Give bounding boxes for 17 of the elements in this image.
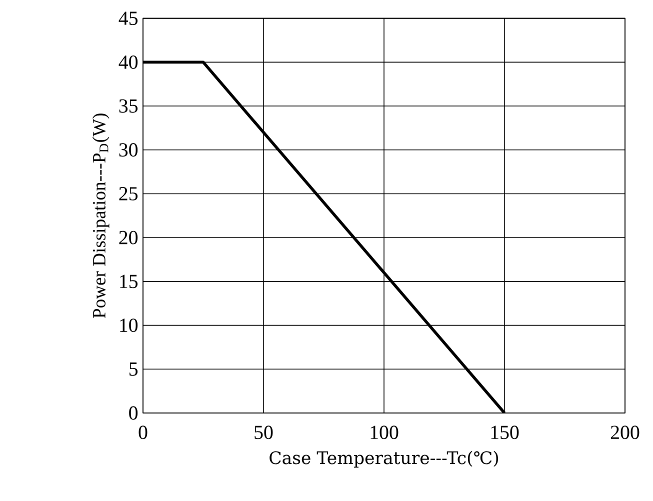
y-tick-label: 25 (119, 187, 138, 200)
x-tick-label: 50 (254, 426, 273, 440)
y-tick-label: 35 (119, 99, 138, 113)
x-tick-label: 150 (491, 426, 519, 440)
y-tick-label: 45 (118, 12, 138, 25)
y-tick-label: 5 (130, 362, 138, 376)
y-tick-label: 30 (119, 143, 138, 157)
y-tick-label: 40 (118, 55, 138, 69)
y-tick-label: 20 (119, 230, 138, 244)
y-tick-label: 0 (129, 406, 138, 420)
y-tick-label: 10 (120, 318, 138, 332)
y-tick-label: 15 (120, 274, 138, 288)
x-tick-label: 100 (370, 426, 398, 440)
y-axis-title: Power Dissipation---P$_{D}$(W) (92, 114, 110, 318)
x-tick-label: 200 (610, 426, 640, 440)
x-axis-title: Case Temperature---Tc(℃) (270, 450, 498, 468)
x-tick-label: 0 (138, 426, 148, 440)
